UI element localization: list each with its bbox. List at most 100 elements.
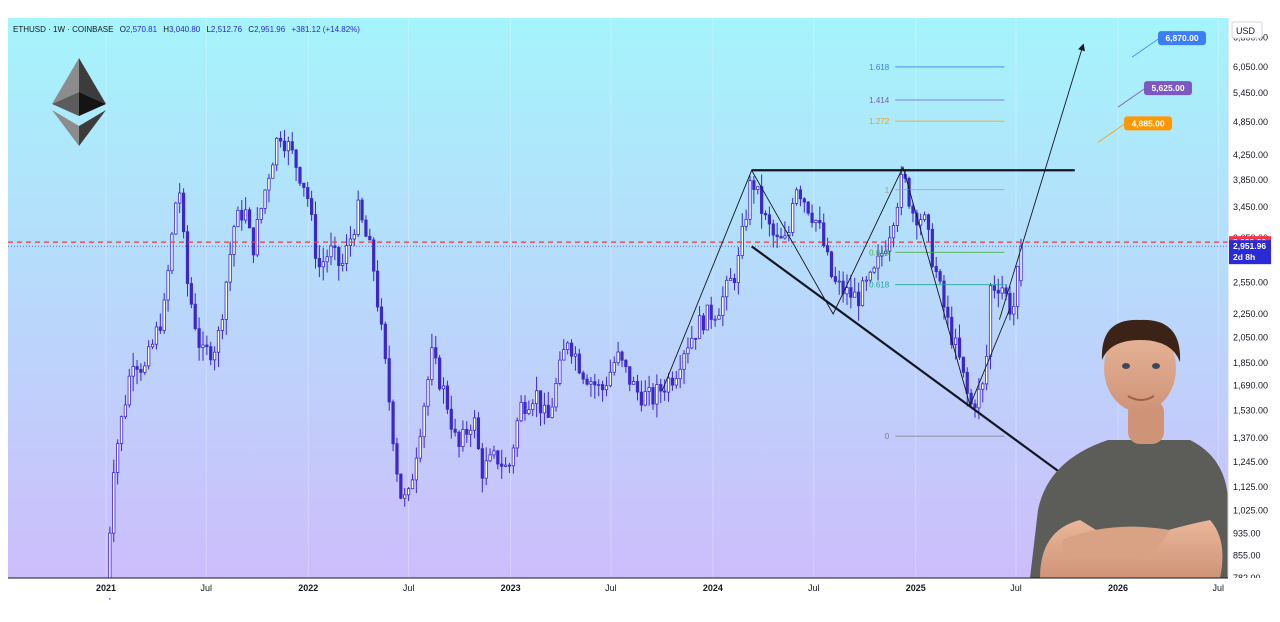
candle-body: [888, 237, 892, 252]
ethereum-logo-icon: [52, 58, 106, 146]
candle-body: [181, 192, 186, 233]
candle-body: [562, 349, 566, 361]
candle-body: [957, 337, 962, 358]
candle-body: [147, 346, 151, 367]
candle-body: [752, 180, 756, 190]
candle-body: [321, 261, 325, 268]
candle-body: [581, 372, 585, 380]
candle-body: [469, 429, 473, 435]
candle-body: [290, 141, 294, 151]
candle-body: [977, 388, 981, 409]
candle-body: [880, 253, 884, 257]
candle-body: [538, 390, 543, 414]
candle-body: [154, 326, 159, 345]
candle-body: [798, 189, 803, 200]
candle-body: [926, 214, 931, 230]
close-value: 2,951.96: [254, 25, 286, 34]
candle-body: [426, 379, 430, 407]
candle-body: [577, 353, 581, 374]
candle-body: [445, 385, 449, 410]
time-axis[interactable]: 2021 Jul 2022 Jul 2023 Jul 2024 Jul 2025 Jul 2026 J…: [96, 583, 1224, 593]
candle-body: [150, 343, 155, 348]
candle-body: [391, 401, 395, 445]
candle-body: [302, 182, 306, 188]
fib-level-label: 1: [885, 186, 890, 195]
y-tick-label: 6,050.00: [1233, 62, 1268, 72]
candle-body: [810, 212, 814, 223]
candle-body: [158, 326, 162, 331]
candle-body: [604, 385, 609, 391]
candle-body: [597, 384, 601, 386]
candle-body: [278, 137, 283, 142]
candle-body: [678, 368, 682, 380]
x-tick-label: 2023: [501, 583, 521, 593]
candle-body: [779, 236, 783, 239]
candle-body: [255, 219, 259, 256]
person-photo: [1030, 319, 1228, 578]
candle-body: [709, 304, 713, 320]
candle-body: [383, 323, 387, 360]
fib-level-label: 1.272: [869, 117, 890, 126]
y-tick-label: 935.00: [1233, 528, 1261, 538]
candle-body: [775, 234, 779, 237]
symbol-label: ETHUSD · 1W · COINBASE: [13, 25, 113, 34]
candle-body: [736, 255, 740, 284]
candle-body: [166, 270, 170, 301]
candle-body: [647, 387, 651, 392]
candle-body: [457, 431, 461, 447]
price-axis[interactable]: 6,800.006,050.005,450.004,850.004,250.00…: [1229, 33, 1271, 583]
candle-body: [410, 479, 415, 490]
candle-body: [620, 351, 624, 361]
candle-body: [193, 303, 197, 330]
candle-body: [950, 316, 954, 345]
support-trendline: [751, 245, 1059, 472]
candle-body: [143, 365, 147, 373]
candle-body: [934, 266, 938, 272]
x-tick-label: Jul: [1010, 583, 1022, 593]
zigzag-path: [661, 165, 1011, 407]
header-legend: ETHUSD · 1W · COINBASE O2,570.81 H3,040.…: [13, 25, 360, 34]
candle-body: [542, 404, 546, 414]
candle-body: [519, 401, 523, 422]
candle-body: [624, 359, 628, 368]
candle-body: [449, 408, 453, 430]
candle-body: [721, 296, 725, 316]
candle-body: [461, 428, 465, 447]
candle-body: [387, 358, 391, 403]
candle-body: [1019, 245, 1023, 282]
y-tick-label: 1,690.00: [1233, 380, 1268, 390]
candle-body: [682, 353, 686, 370]
candle-body: [399, 473, 403, 499]
candle-body: [310, 198, 314, 215]
candle-body: [407, 488, 411, 496]
candle-body: [996, 289, 1000, 294]
candle-body: [608, 371, 612, 387]
candle-body: [112, 472, 116, 534]
candle-body: [271, 164, 275, 179]
candle-body: [216, 329, 221, 353]
open-value: 2,570.81: [126, 25, 158, 34]
candle-body: [864, 279, 868, 282]
candle-body: [573, 353, 578, 357]
candle-body: [744, 218, 748, 227]
candle-body: [375, 270, 380, 308]
y-tick-label: 1,530.00: [1233, 405, 1268, 415]
candle-body: [356, 199, 360, 235]
candle-body: [876, 255, 880, 269]
y-tick-label: 4,250.00: [1233, 150, 1268, 160]
candle-body: [178, 192, 182, 204]
countdown-label: 2d 8h: [1233, 252, 1255, 262]
currency-label[interactable]: USD: [1236, 26, 1256, 36]
candle-body: [185, 231, 190, 284]
price-axis-background: [1228, 18, 1272, 578]
candle-body: [170, 233, 174, 272]
candle-body: [240, 209, 244, 221]
candle-body: [224, 281, 228, 320]
candle-body: [849, 287, 853, 298]
candle-body: [705, 304, 709, 331]
candle-body: [197, 328, 201, 348]
candle-body: [589, 381, 593, 385]
candle-body: [740, 225, 744, 257]
